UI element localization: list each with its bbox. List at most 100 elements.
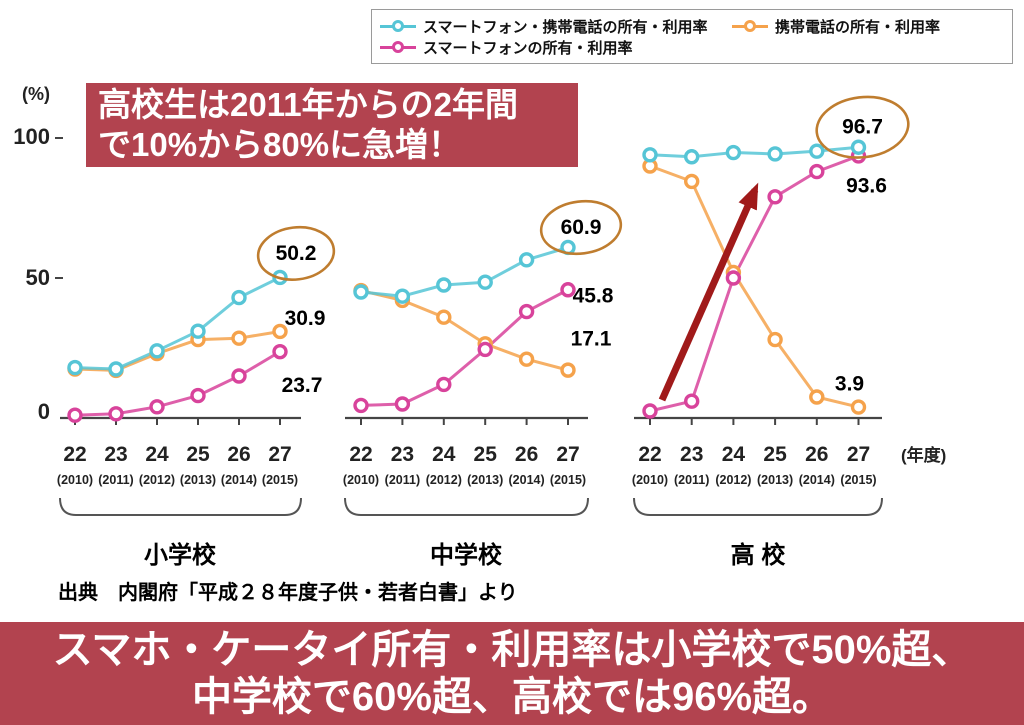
- y-axis-unit-label: (%): [22, 84, 50, 104]
- x-tick-year-label: (2010): [343, 473, 379, 487]
- legend-line-marker-icon: [380, 40, 416, 54]
- data-point-marker: [231, 289, 247, 306]
- group-bracket: [633, 497, 883, 516]
- data-point-marker: [642, 403, 658, 419]
- legend-item-smartphone: スマートフォンの所有・利用率: [380, 37, 732, 57]
- x-tick-label: 24: [432, 443, 456, 466]
- data-point-marker: [353, 284, 369, 300]
- data-point-marker: [67, 407, 83, 423]
- series-line: [649, 164, 859, 409]
- callout-line2: で10%から80%に急増！: [98, 126, 462, 163]
- data-point-marker: [518, 303, 535, 320]
- x-tick-label: 22: [349, 443, 372, 466]
- legend-line-marker-icon: [732, 19, 768, 33]
- data-point-marker: [560, 362, 576, 378]
- data-point-marker: [436, 376, 452, 393]
- x-tick-year-label: (2011): [98, 473, 133, 487]
- highlight-circle: [256, 225, 336, 281]
- data-point-marker: [725, 144, 742, 161]
- data-point-marker: [518, 351, 535, 367]
- value-label: 96.7: [842, 116, 883, 139]
- x-tick-label: 25: [763, 443, 787, 466]
- data-point-marker: [190, 323, 206, 339]
- x-tick-year-label: (2014): [509, 473, 545, 487]
- data-point-marker: [767, 146, 783, 162]
- x-tick-year-label: (2015): [550, 473, 586, 487]
- data-point-marker: [767, 331, 783, 348]
- x-tick-year-label: (2010): [57, 473, 93, 487]
- legend-line-marker-icon: [380, 19, 416, 33]
- banner-line1: スマホ・ケータイ所有・利用率は小学校で50%超、: [52, 628, 972, 672]
- x-tick-year-label: (2011): [674, 473, 709, 487]
- highlight-circle: [815, 95, 910, 159]
- data-point-marker: [394, 288, 411, 304]
- x-tick-year-label: (2010): [632, 473, 668, 487]
- value-label: 30.9: [285, 307, 326, 330]
- x-tick-year-label: (2012): [715, 473, 751, 487]
- x-tick-year-label: (2013): [467, 473, 503, 487]
- data-point-marker: [353, 397, 369, 414]
- x-tick-year-label: (2012): [139, 473, 175, 487]
- data-point-marker: [149, 399, 165, 415]
- group-label-high-school: 高 校: [730, 542, 786, 569]
- data-point-marker: [684, 173, 700, 190]
- x-tick-label: 26: [515, 443, 538, 466]
- series-line: [360, 288, 569, 407]
- data-point-marker: [67, 359, 83, 376]
- legend-label: スマートフォン・携帯電話の所有・利用率: [423, 18, 708, 36]
- group-label-junior-high: 中学校: [430, 542, 502, 569]
- x-tick-label: 25: [474, 443, 498, 466]
- chart-svg: 22 (2010) 23 (2011) 24 (2012) 25 (2013) 26 (2014)…: [55, 95, 910, 516]
- data-point-marker: [108, 406, 124, 422]
- x-tick-year-label: (2015): [840, 473, 876, 487]
- x-tick-year-label: (2012): [426, 473, 462, 487]
- series-line: [360, 289, 569, 372]
- legend-item-keitai: 携帯電話の所有・利用率: [732, 16, 940, 36]
- data-point-marker: [850, 399, 867, 415]
- data-point-marker: [272, 343, 288, 360]
- x-tick-label: 27: [556, 443, 579, 466]
- summary-banner: スマホ・ケータイ所有・利用率は小学校で50%超、 中学校で60%超、高校では96…: [0, 622, 1024, 725]
- x-tick-year-label: (2015): [262, 473, 298, 487]
- data-point-marker: [477, 341, 493, 358]
- x-tick-label: 27: [268, 443, 291, 466]
- legend-item-smartphone-and-keitai: スマートフォン・携帯電話の所有・利用率: [380, 16, 732, 36]
- group-label-elementary: 小学校: [144, 542, 216, 569]
- x-tick-label: 23: [680, 443, 703, 466]
- value-label: 45.8: [573, 284, 614, 307]
- series-line: [74, 276, 281, 371]
- legend-label: スマートフォンの所有・利用率: [423, 39, 633, 57]
- data-point-marker: [231, 368, 247, 384]
- x-tick-year-label: (2011): [385, 473, 420, 487]
- x-tick-year-label: (2014): [221, 473, 257, 487]
- data-point-marker: [436, 277, 452, 293]
- legend-column-right: 携帯電話の所有・利用率: [732, 16, 940, 57]
- banner-line2: 中学校で60%超、高校では96%超。: [191, 675, 833, 719]
- data-point-marker: [272, 323, 288, 340]
- series-line: [74, 329, 281, 372]
- data-point-marker: [684, 393, 700, 409]
- data-point-marker: [642, 147, 658, 163]
- group-bracket: [59, 497, 302, 516]
- legend-column-left: スマートフォン・携帯電話の所有・利用率 スマートフォンの所有・利用率: [380, 16, 732, 57]
- data-point-marker: [725, 270, 742, 286]
- data-point-marker: [850, 139, 867, 155]
- surge-arrow: [658, 182, 759, 402]
- x-tick-label: 27: [847, 443, 870, 466]
- value-label: 3.9: [835, 373, 864, 396]
- data-point-marker: [436, 309, 452, 325]
- chart-legend: スマートフォン・携帯電話の所有・利用率 スマートフォンの所有・利用率 携帯電話の…: [371, 9, 1013, 64]
- group-bracket: [344, 497, 589, 516]
- x-tick-label: 26: [805, 443, 828, 466]
- data-point-marker: [231, 330, 247, 346]
- data-point-marker: [809, 389, 825, 405]
- x-tick-label: 23: [104, 443, 127, 466]
- x-tick-label: 24: [145, 443, 169, 466]
- data-point-marker: [149, 343, 165, 359]
- data-point-marker: [190, 387, 206, 404]
- x-tick-label: 22: [638, 443, 661, 466]
- data-point-marker: [518, 252, 535, 268]
- data-point-marker: [809, 163, 825, 180]
- x-tick-label: 23: [391, 443, 414, 466]
